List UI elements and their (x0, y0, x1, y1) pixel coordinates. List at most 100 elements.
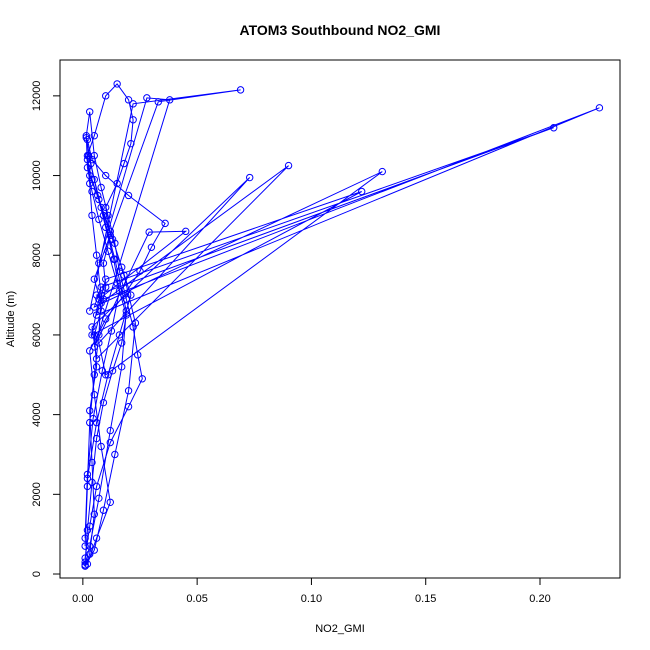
data-point (87, 159, 95, 168)
data-point (102, 92, 110, 100)
x-tick-label: 0.05 (186, 593, 207, 605)
data-point (95, 215, 103, 224)
chart-title: ATOM3 Southbound NO2_GMI (240, 22, 441, 38)
data-point (98, 367, 106, 375)
data-point (90, 303, 98, 311)
y-axis-label: Altitude (m) (5, 291, 17, 347)
x-tick-label: 0.15 (415, 593, 436, 605)
data-point (134, 351, 142, 359)
data-point (90, 275, 98, 283)
data-point (88, 331, 96, 339)
y-axis: 0 2000 4000 6000 8000 10000 12000 (31, 81, 61, 577)
data-point (86, 406, 94, 415)
data-point (104, 371, 112, 379)
data-point (90, 175, 98, 184)
data-point (106, 498, 114, 506)
data-point (83, 470, 92, 479)
data-point (90, 132, 98, 140)
data-point (99, 398, 108, 407)
data-point (115, 331, 124, 339)
series-line (84, 159, 136, 567)
data-point (86, 108, 94, 116)
data-point (97, 283, 105, 291)
data-point (86, 347, 94, 355)
y-tick-label: 0 (31, 571, 43, 577)
data-point (113, 80, 121, 88)
data-point (84, 151, 93, 160)
data-point (124, 191, 133, 200)
y-tick-label: 4000 (31, 402, 43, 426)
data-point (97, 183, 105, 192)
data-point (92, 291, 101, 299)
data-point (595, 104, 604, 112)
data-point (111, 450, 119, 459)
data-point (102, 223, 110, 232)
y-tick-label: 12000 (31, 81, 43, 112)
data-point (124, 96, 133, 104)
data-point (378, 167, 386, 176)
data-point (92, 311, 101, 319)
data-point (107, 327, 116, 335)
y-tick-label: 8000 (31, 243, 43, 267)
data-point (81, 534, 89, 542)
data-point (83, 526, 92, 534)
data-point (88, 478, 96, 487)
data-point (92, 251, 101, 259)
data-point (102, 171, 110, 180)
series-line (84, 137, 127, 566)
data-point (92, 434, 101, 443)
data-point (88, 211, 96, 220)
data-point (138, 375, 146, 383)
data-point (236, 86, 245, 94)
data-point (145, 228, 153, 236)
data-point (90, 151, 98, 160)
data-point (90, 510, 98, 518)
data-point (97, 299, 105, 307)
data-point (95, 339, 103, 347)
data-point (92, 482, 101, 491)
data-point (122, 307, 130, 315)
data-point (118, 339, 126, 347)
y-tick-label: 2000 (31, 482, 43, 506)
data-point (95, 295, 103, 303)
data-point (246, 173, 254, 182)
data-point (82, 134, 90, 142)
data-point (106, 426, 114, 435)
data-point (120, 271, 128, 279)
data-point (106, 438, 114, 447)
data-point (90, 343, 98, 351)
series-layer (81, 80, 604, 570)
series-line (84, 111, 143, 563)
data-point (95, 494, 103, 503)
x-tick-label: 0.00 (72, 593, 93, 605)
data-point (284, 161, 293, 170)
x-axis: 0.00 0.05 0.10 0.15 0.20 (72, 577, 551, 605)
data-point (99, 295, 108, 303)
data-point (127, 291, 135, 299)
data-point (358, 187, 366, 196)
data-point (129, 323, 137, 331)
data-point (131, 319, 140, 327)
data-point (166, 96, 174, 104)
data-point (92, 363, 101, 371)
data-point (86, 522, 94, 530)
data-point (147, 243, 156, 251)
data-point (90, 371, 98, 379)
data-point (110, 255, 118, 263)
data-point (99, 211, 108, 220)
data-point (102, 275, 110, 283)
data-point (99, 506, 108, 514)
data-point (124, 387, 133, 395)
data-point (143, 94, 151, 102)
data-point (118, 363, 126, 371)
data-point (118, 263, 126, 271)
data-point (89, 414, 97, 423)
data-point (94, 191, 102, 200)
data-point (81, 542, 89, 550)
data-point (88, 323, 96, 331)
data-point (550, 124, 558, 132)
data-point (97, 442, 105, 451)
x-axis-label: NO2_GMI (315, 623, 365, 635)
data-point (182, 227, 190, 236)
